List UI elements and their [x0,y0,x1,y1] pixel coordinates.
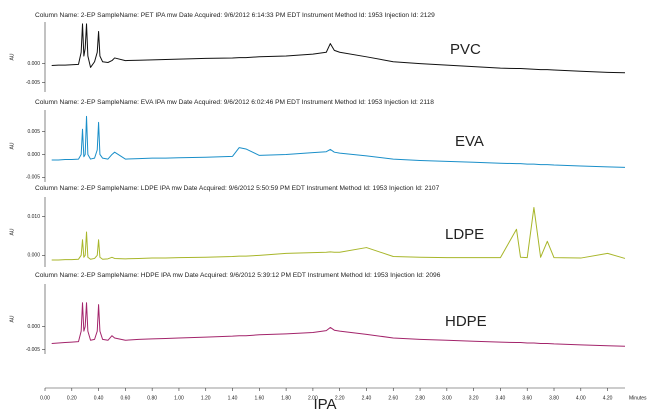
y-tick-label: 0.000 [27,152,40,158]
figure-caption: IPA [313,396,336,413]
x-tick-label: 1.80 [281,395,291,401]
y-tick-label: 0.000 [27,324,40,330]
panel-title: Column Name: 2-EP SampleName: LDPE IPA m… [35,185,440,192]
x-tick-label: 3.60 [522,395,532,401]
x-tick-label: 0.60 [121,395,131,401]
x-tick-label: 2.60 [388,395,398,401]
x-tick-label: 3.80 [549,395,559,401]
trace-label: LDPE [445,226,484,243]
trace [51,302,626,347]
panel-title: Column Name: 2-EP SampleName: HDPE IPA m… [35,272,441,279]
trace [51,23,626,74]
x-tick-label: 0.40 [94,395,104,401]
x-tick-label: 2.40 [362,395,372,401]
x-tick-label: 3.20 [469,395,479,401]
x-tick-label: 4.20 [603,395,613,401]
x-tick-label: 3.00 [442,395,452,401]
y-axis-label: AU [9,228,15,235]
x-tick-label: 1.60 [254,395,264,401]
y-axis-label: AU [9,142,15,149]
panel-title: Column Name: 2-EP SampleName: EVA IPA mw… [35,99,434,106]
x-tick-label: 0.00 [40,395,50,401]
trace [51,207,626,261]
y-axis-label: AU [9,53,15,60]
x-tick-label: 3.40 [496,395,506,401]
x-tick-label: 4.00 [576,395,586,401]
x-tick-label: 1.00 [174,395,184,401]
trace-label: HDPE [445,313,487,330]
trace [51,115,626,168]
y-axis-label: AU [9,315,15,322]
x-tick-label: 0.20 [67,395,77,401]
y-tick-label: 0.010 [27,214,40,220]
x-tick-label: 2.20 [335,395,345,401]
x-tick-label: 2.00 [308,395,318,401]
trace-label: PVC [450,41,481,58]
y-tick-label: -0.005 [26,175,40,181]
x-tick-label: 2.80 [415,395,425,401]
trace-label: EVA [455,133,484,150]
y-tick-label: 0.005 [27,129,40,135]
panel-title: Column Name: 2-EP SampleName: PET IPA mw… [35,12,435,19]
y-tick-label: 0.000 [27,61,40,67]
x-tick-label: 0.80 [147,395,157,401]
y-tick-label: -0.005 [26,347,40,353]
x-axis-label: Minutes [629,395,647,401]
x-tick-label: 1.40 [228,395,238,401]
y-tick-label: -0.005 [26,80,40,86]
x-tick-label: 1.20 [201,395,211,401]
y-tick-label: 0.000 [27,253,40,259]
